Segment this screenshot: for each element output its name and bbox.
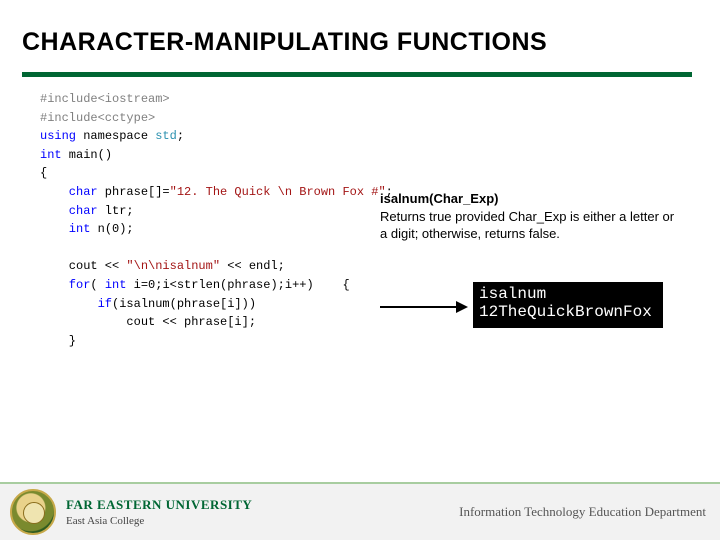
title-underline (22, 72, 692, 77)
code-token: i=0;i<strlen(phrase);i++) { (126, 278, 349, 292)
page-title: CHARACTER-MANIPULATING FUNCTIONS (22, 28, 547, 57)
code-token: char (40, 204, 98, 218)
code-line: if(isalnum(phrase[i])) (40, 295, 393, 314)
code-token: <iostream> (98, 92, 170, 106)
code-line: cout << phrase[i]; (40, 313, 393, 332)
description-box: isalnum(Char_Exp) Returns true provided … (380, 190, 680, 243)
code-line: #include<cctype> (40, 109, 393, 128)
code-token: int (40, 148, 62, 162)
code-line: { (40, 164, 393, 183)
code-token: namespace (76, 129, 155, 143)
university-seal-icon (10, 489, 56, 535)
console-line: isalnum (479, 285, 657, 303)
code-token: int (105, 278, 127, 292)
university-name-block: FAR EASTERN UNIVERSITY East Asia College (66, 497, 252, 527)
code-token: if (40, 297, 112, 311)
code-token: phrase[]= (98, 185, 170, 199)
college-name: East Asia College (66, 515, 252, 527)
code-token: cout << phrase[i]; (40, 315, 256, 329)
code-line: int n(0); (40, 220, 393, 239)
code-block: #include<iostream> #include<cctype> usin… (40, 90, 393, 350)
department-name: Information Technology Education Departm… (459, 504, 706, 520)
code-token: ltr; (98, 204, 134, 218)
footer-bar: FAR EASTERN UNIVERSITY East Asia College… (0, 484, 720, 540)
slide-root: CHARACTER-MANIPULATING FUNCTIONS #includ… (0, 0, 720, 540)
code-token: for (40, 278, 90, 292)
description-title: isalnum(Char_Exp) (380, 190, 680, 208)
code-token: "\n\nisalnum" (126, 259, 220, 273)
code-line: } (40, 332, 393, 351)
code-token: #include (40, 111, 98, 125)
console-line: 12TheQuickBrownFox (479, 303, 657, 321)
code-token: (isalnum(phrase[i])) (112, 297, 256, 311)
code-token: << endl; (220, 259, 285, 273)
code-token: n(0); (90, 222, 133, 236)
code-line: for( int i=0;i<strlen(phrase);i++) { (40, 276, 393, 295)
code-token: <cctype> (98, 111, 156, 125)
code-token: ; (177, 129, 184, 143)
code-token: main() (62, 148, 112, 162)
code-line: int main() (40, 146, 393, 165)
code-token: cout << (40, 259, 126, 273)
arrow-line (380, 306, 458, 308)
code-token: } (40, 334, 76, 348)
code-token: int (40, 222, 90, 236)
console-output: isalnum 12TheQuickBrownFox (473, 282, 663, 328)
code-line: #include<iostream> (40, 90, 393, 109)
code-line: using namespace std; (40, 127, 393, 146)
code-line: char phrase[]="12. The Quick \n Brown Fo… (40, 183, 393, 202)
code-token: ( (90, 278, 104, 292)
arrow-icon (380, 298, 470, 318)
code-line: char ltr; (40, 202, 393, 221)
code-token: { (40, 166, 47, 180)
arrow-head-icon (456, 301, 468, 313)
code-token: #include (40, 92, 98, 106)
code-token: "12. The Quick \n Brown Fox #" (170, 185, 386, 199)
code-line (40, 239, 393, 258)
code-token: char (40, 185, 98, 199)
code-token: using (40, 129, 76, 143)
code-line: cout << "\n\nisalnum" << endl; (40, 257, 393, 276)
description-body: Returns true provided Char_Exp is either… (380, 208, 680, 243)
seal-inner-icon (23, 502, 45, 524)
code-token: std (155, 129, 177, 143)
university-name: FAR EASTERN UNIVERSITY (66, 497, 252, 513)
